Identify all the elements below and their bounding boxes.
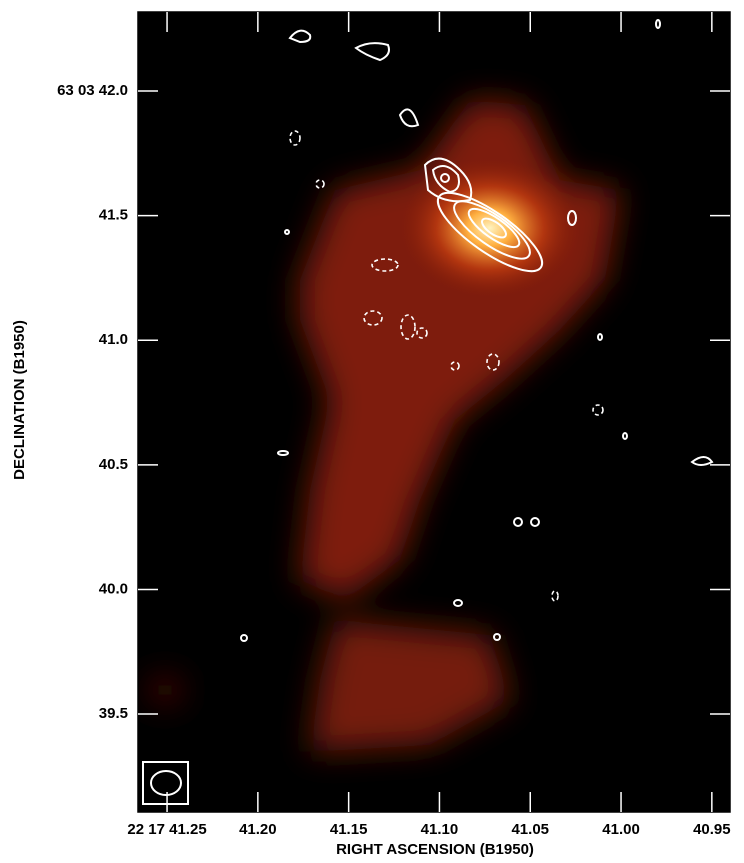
x-tick-label: 41.10: [421, 821, 459, 838]
y-tick-label: 41.0: [99, 331, 128, 348]
x-tick-label: 41.15: [330, 821, 368, 838]
y-tick-label: 40.0: [99, 580, 128, 597]
page: {"chart_data": {"type": "image", "x_labe…: [0, 0, 744, 863]
y-tick-label: 41.5: [99, 207, 128, 224]
image-panel: [138, 12, 730, 812]
y-tick-label: 39.5: [99, 705, 128, 722]
x-tick-label: 22 17 41.25: [127, 821, 206, 838]
x-tick-label: 40.95: [693, 821, 731, 838]
x-tick-label: 41.05: [511, 821, 549, 838]
x-tick-label: 41.20: [239, 821, 277, 838]
y-tick-label: 63 03 42.0: [57, 82, 128, 99]
x-axis-title: RIGHT ASCENSION (B1950): [336, 841, 534, 858]
y-axis-title: DECLINATION (B1950): [11, 320, 28, 480]
chart: RIGHT ASCENSION (B1950) DECLINATION (B19…: [0, 0, 744, 863]
x-tick-label: 41.00: [602, 821, 640, 838]
y-tick-label: 40.5: [99, 456, 128, 473]
